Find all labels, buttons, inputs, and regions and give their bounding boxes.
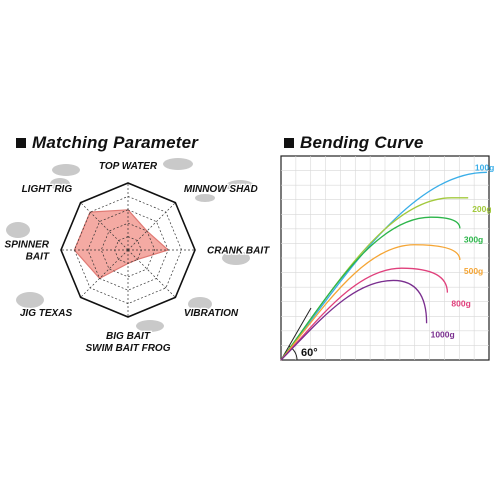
radar-spoke — [127, 202, 176, 251]
lure-silhouette-icon — [6, 222, 30, 238]
radar-axis-label: BAIT — [26, 252, 50, 263]
lure-silhouette-icon — [16, 292, 44, 308]
curve-weight-label: 100g — [475, 162, 494, 172]
curve-weight-label: 1000g — [431, 329, 455, 339]
radar-axis-label: JIG TEXAS — [20, 308, 73, 319]
lure-silhouette-icon — [163, 158, 193, 170]
lure-silhouette-icon — [136, 320, 164, 332]
radar-axis-label: MINNOW SHAD — [184, 184, 258, 195]
radar-axis-label: TOP WATER — [99, 161, 158, 172]
radar-grid-ring — [87, 209, 169, 291]
radar-spoke — [80, 202, 129, 251]
radar-axis-label: SWIM BAIT FROG — [86, 343, 171, 354]
bending-curve-chart: 60° 100g 200g 300g 500g 800g 1000g — [280, 155, 494, 361]
bending-curve-line — [280, 267, 449, 361]
lure-silhouette-icon — [226, 180, 254, 192]
lure-silhouette-icon — [50, 178, 70, 190]
matching-parameter-radar-chart: TOP WATER MINNOW SHAD CRANK BAIT VIBRATION B… — [3, 158, 271, 355]
angle-arc — [288, 345, 298, 361]
radar-spoke — [80, 249, 129, 298]
angle-guide-line — [280, 307, 312, 361]
radar-axis-label: VIBRATION — [184, 308, 239, 319]
lure-silhouette-icon — [222, 251, 250, 265]
matching-parameter-title-text: Matching Parameter — [32, 133, 199, 152]
radar-axis-label: SPINNER — [5, 240, 50, 251]
radar-grid-ring — [100, 222, 156, 278]
bending-curve-title-text: Bending Curve — [300, 133, 424, 152]
radar-data-area — [73, 209, 170, 280]
radar-spoke — [127, 249, 176, 298]
radar-axis-label: CRANK BAIT — [207, 246, 270, 257]
title-bullet-icon — [284, 138, 294, 148]
lure-silhouette-icon — [188, 297, 212, 311]
title-bullet-icon — [16, 138, 26, 148]
bending-curve-title: Bending Curve — [284, 133, 424, 153]
bending-curve-line — [280, 279, 428, 361]
bending-curve-line — [280, 244, 461, 361]
radar-axis-label: BIG BAIT — [106, 331, 151, 342]
radar-outer-ring — [60, 182, 196, 318]
matching-parameter-title: Matching Parameter — [16, 133, 198, 153]
curve-weight-label: 200g — [472, 204, 491, 214]
curve-weight-label: 800g — [451, 299, 470, 309]
bending-curve-line — [280, 216, 461, 361]
curve-weight-label: 500g — [464, 266, 483, 276]
lure-silhouette-icon — [52, 164, 80, 176]
curve-weight-label: 300g — [464, 234, 483, 244]
angle-label: 60° — [301, 347, 318, 359]
lure-silhouette-icon — [195, 194, 215, 202]
radar-axis-label: LIGHT RIG — [22, 184, 73, 195]
